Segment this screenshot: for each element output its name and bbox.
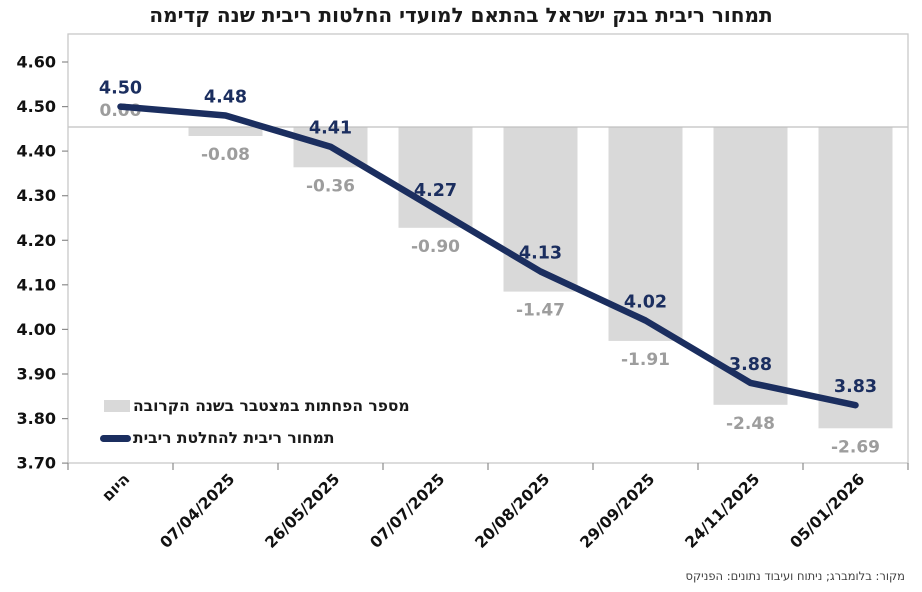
x-axis-label: היום [98, 470, 133, 505]
cuts-bar-label: -0.08 [201, 145, 250, 165]
y-axis-label: 3.70 [17, 454, 56, 473]
cuts-bar-swatch [104, 400, 130, 412]
rate-point-label: 4.02 [624, 293, 667, 313]
x-axis-label: 26/05/2025 [262, 470, 344, 552]
x-axis-label: 07/04/2025 [157, 470, 239, 552]
cuts-bar-label: -2.48 [726, 414, 775, 434]
y-axis-label: 4.20 [17, 231, 56, 250]
y-axis-label: 4.10 [17, 275, 56, 294]
legend-label-cuts: מספר הפחתות במצטבר בשנה הקרובה [133, 397, 410, 415]
y-axis-label: 3.90 [17, 365, 56, 384]
cuts-bar-label: -0.36 [306, 176, 355, 196]
rate-line [117, 103, 859, 409]
y-axis-label: 4.30 [17, 186, 56, 205]
y-axis-label: 4.60 [17, 53, 56, 72]
bar [818, 127, 893, 429]
y-axis-label: 4.00 [17, 320, 56, 339]
cuts-bar-label: -1.47 [516, 301, 565, 321]
chart-title: תמחור ריבית בנק ישראל בהתאם למועדי החלטו… [149, 3, 773, 27]
rate-point-label: 4.48 [204, 88, 247, 108]
source-note: מקור: בלומברג; ניתוח ועיבוד נתונים: הפני… [685, 569, 905, 583]
cuts-bar-label: -2.69 [831, 437, 880, 457]
bar [608, 127, 683, 341]
rate-point-label: 4.27 [414, 181, 457, 201]
y-axis-label: 3.80 [17, 409, 56, 428]
bar [713, 127, 788, 405]
cuts-bar-label: -1.91 [621, 350, 670, 370]
x-axis-label: 07/07/2025 [367, 470, 449, 552]
x-axis-label: 24/11/2025 [682, 470, 764, 552]
rate-point-label: 4.41 [309, 119, 352, 139]
bar [503, 127, 578, 292]
x-axis-label: 29/09/2025 [577, 470, 659, 552]
y-axis-label: 4.50 [17, 97, 56, 116]
rate-point-label: 3.83 [834, 377, 877, 397]
legend-label-rate: תמחור ריבית להחלטת ריבית [133, 429, 335, 447]
y-axis-label: 4.40 [17, 142, 56, 161]
rate-line-swatch [100, 435, 131, 442]
x-axis-label: 20/08/2025 [472, 470, 554, 552]
x-axis-label: 05/01/2026 [787, 470, 869, 552]
cuts-bar-label: -0.90 [411, 237, 460, 257]
rate-point-label: 4.13 [519, 244, 562, 264]
bar [188, 127, 263, 136]
rate-point-label: 3.88 [729, 355, 772, 375]
rate-point-label: 4.50 [99, 79, 142, 99]
